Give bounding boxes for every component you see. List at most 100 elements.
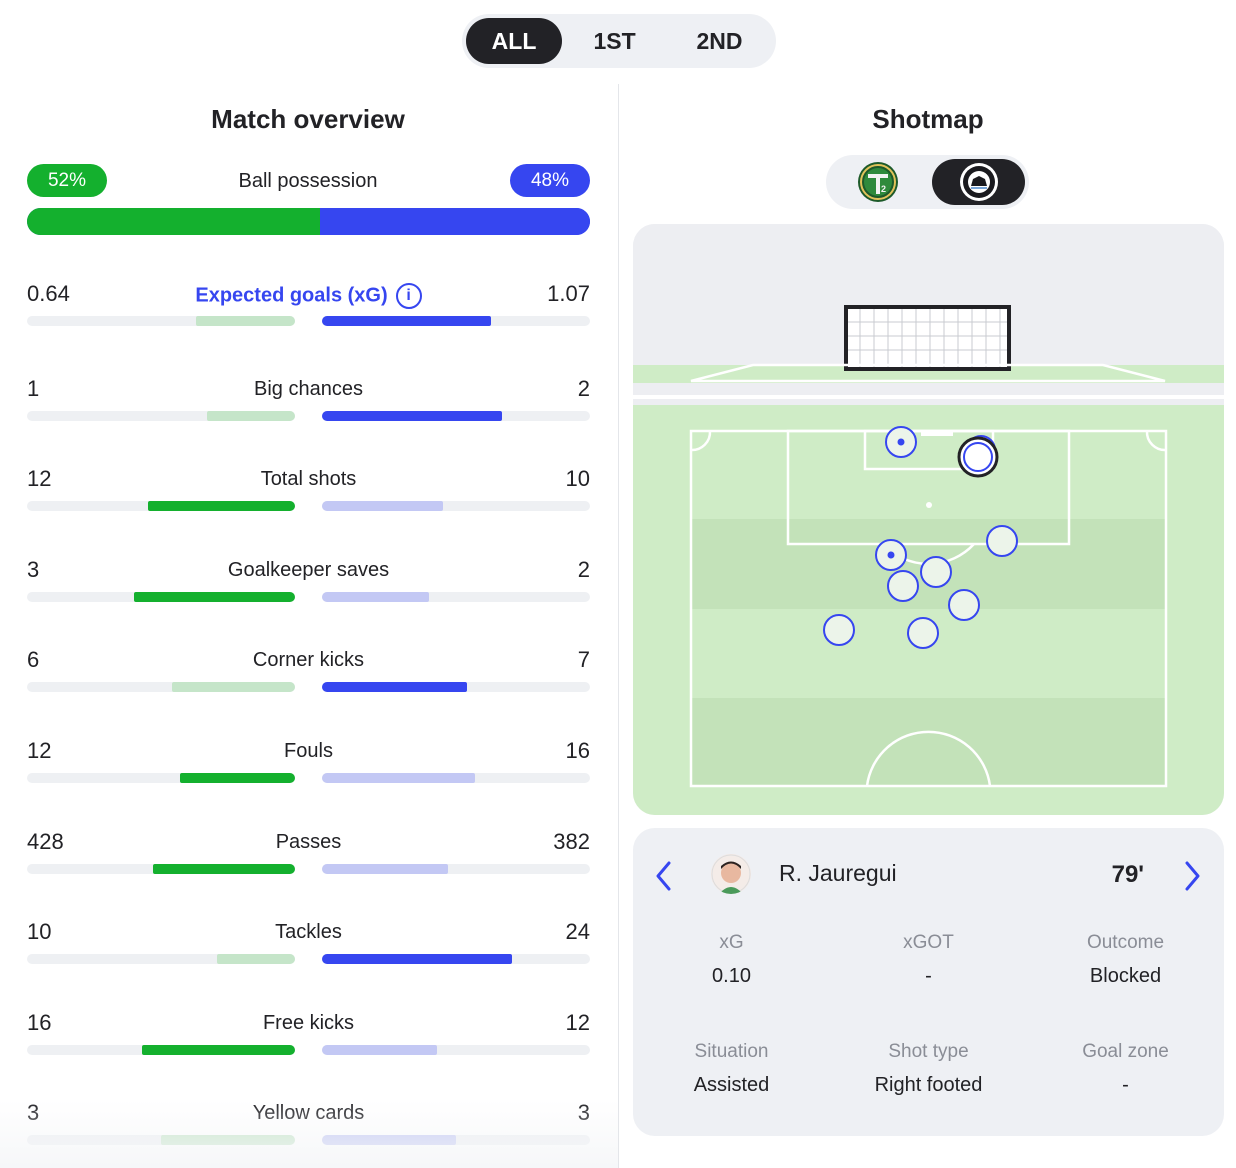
away-bar-fill: [322, 682, 467, 692]
home-bar-track: [27, 501, 295, 511]
stat-home-value: 3: [27, 557, 40, 582]
stat-row: 12 Total shots 10: [27, 466, 590, 526]
stat-home-value: 16: [27, 1010, 52, 1035]
away-team-button[interactable]: [932, 159, 1025, 205]
home-bar-track: [27, 954, 295, 964]
home-bar-track: [27, 1135, 295, 1145]
home-team-button[interactable]: 2: [830, 159, 926, 205]
previous-shot-icon[interactable]: [649, 858, 679, 894]
home-bar-track: [27, 1045, 295, 1055]
detail-label: xG: [719, 932, 744, 953]
stat-label: Fouls: [127, 740, 490, 763]
stat-row: 1 Big chances 2: [27, 376, 590, 436]
stat-away-value: 16: [565, 738, 590, 763]
stat-row: 3 Yellow cards 3: [27, 1100, 590, 1160]
detail-situation: Situation Assisted: [633, 1041, 830, 1097]
away-bar-track: [322, 1135, 590, 1145]
pitch-drawing: [633, 224, 1224, 815]
detail-value: Assisted: [693, 1074, 770, 1096]
stat-label: Big chances: [127, 378, 490, 401]
player-avatar: [711, 854, 751, 894]
stat-row: 16 Free kicks 12: [27, 1010, 590, 1070]
shot-detail-card: R. Jauregui 79' xG 0.10 xGOT - Outcome B…: [633, 828, 1224, 1136]
stat-row: 428 Passes 382: [27, 829, 590, 889]
stat-label: Yellow cards: [127, 1102, 490, 1125]
away-bar-track: [322, 592, 590, 602]
stat-home-value: 428: [27, 829, 64, 854]
home-bar-fill: [134, 592, 295, 602]
home-possession-badge: 52%: [27, 164, 107, 197]
stat-home-value: 3: [27, 1100, 40, 1125]
detail-value: 0.10: [712, 965, 751, 987]
stat-label: Goalkeeper saves: [127, 559, 490, 582]
home-bar-track: [27, 316, 295, 326]
detail-xgot: xGOT -: [830, 932, 1027, 988]
stat-label-text: Yellow cards: [252, 1102, 365, 1124]
home-bar-track: [27, 592, 295, 602]
away-bar-track: [322, 954, 590, 964]
stat-row: 0.64 Expected goals (xG) i 1.07: [27, 281, 590, 341]
stat-home-value: 1: [27, 376, 40, 401]
possession-bar-away: [320, 208, 590, 235]
stat-away-value: 2: [577, 376, 590, 401]
detail-value: Right footed: [874, 1074, 983, 1096]
next-shot-icon[interactable]: [1177, 858, 1207, 894]
detail-value: -: [1122, 1074, 1129, 1096]
svg-text:2: 2: [881, 184, 886, 194]
stat-home-value: 12: [27, 466, 52, 491]
home-bar-fill: [180, 773, 295, 783]
stat-label-text: Big chances: [254, 378, 363, 400]
away-bar-track: [322, 864, 590, 874]
home-bar-fill: [207, 411, 295, 421]
stat-away-value: 10: [565, 466, 590, 491]
away-bar-track: [322, 411, 590, 421]
stat-label: Total shots: [127, 468, 490, 491]
away-bar-track: [322, 682, 590, 692]
detail-label: Goal zone: [1082, 1041, 1169, 1062]
detail-label: xGOT: [903, 932, 954, 953]
stat-label-text: Corner kicks: [252, 649, 365, 671]
home-bar-fill: [217, 954, 295, 964]
shotmap-pitch: [633, 224, 1224, 815]
away-bar-fill: [322, 501, 443, 511]
stat-label: Free kicks: [127, 1012, 490, 1035]
away-bar-fill: [322, 864, 448, 874]
stat-label[interactable]: Expected goals (xG) i: [127, 283, 490, 309]
tab-second-half[interactable]: 2ND: [696, 27, 743, 54]
home-bar-fill: [161, 1135, 295, 1145]
detail-outcome: Outcome Blocked: [1027, 932, 1224, 988]
detail-xg: xG 0.10: [633, 932, 830, 988]
stat-label-text: Tackles: [275, 921, 342, 943]
home-bar-track: [27, 773, 295, 783]
detail-goal-zone: Goal zone -: [1027, 1041, 1224, 1097]
home-bar-fill: [148, 501, 295, 511]
stat-home-value: 10: [27, 919, 52, 944]
detail-label: Outcome: [1086, 932, 1165, 953]
away-bar-fill: [322, 592, 429, 602]
away-bar-track: [322, 501, 590, 511]
stat-home-value: 0.64: [27, 281, 70, 306]
stat-label: Tackles: [127, 921, 490, 944]
shotmap-title: Shotmap: [872, 104, 984, 134]
away-bar-fill: [322, 411, 502, 421]
tab-all[interactable]: ALL: [466, 18, 563, 64]
stat-away-value: 382: [553, 829, 590, 854]
stat-label-text[interactable]: Expected goals (xG): [195, 284, 388, 307]
stat-row: 10 Tackles 24: [27, 919, 590, 979]
stat-away-value: 7: [577, 647, 590, 672]
stat-row: 6 Corner kicks 7: [27, 647, 590, 707]
detail-value: Blocked: [1089, 965, 1162, 987]
possession-bar: [27, 208, 590, 235]
stat-label-text: Passes: [275, 831, 342, 853]
home-bar-track: [27, 411, 295, 421]
stat-away-value: 24: [565, 919, 590, 944]
away-bar-fill: [322, 773, 475, 783]
away-bar-fill: [322, 1135, 456, 1145]
stat-home-value: 12: [27, 738, 52, 763]
home-bar-fill: [196, 316, 295, 326]
player-name[interactable]: R. Jauregui: [779, 860, 897, 886]
info-icon[interactable]: i: [395, 283, 422, 309]
tab-first-half[interactable]: 1ST: [593, 27, 636, 54]
stat-away-value: 1.07: [547, 281, 590, 306]
away-bar-fill: [322, 316, 491, 326]
